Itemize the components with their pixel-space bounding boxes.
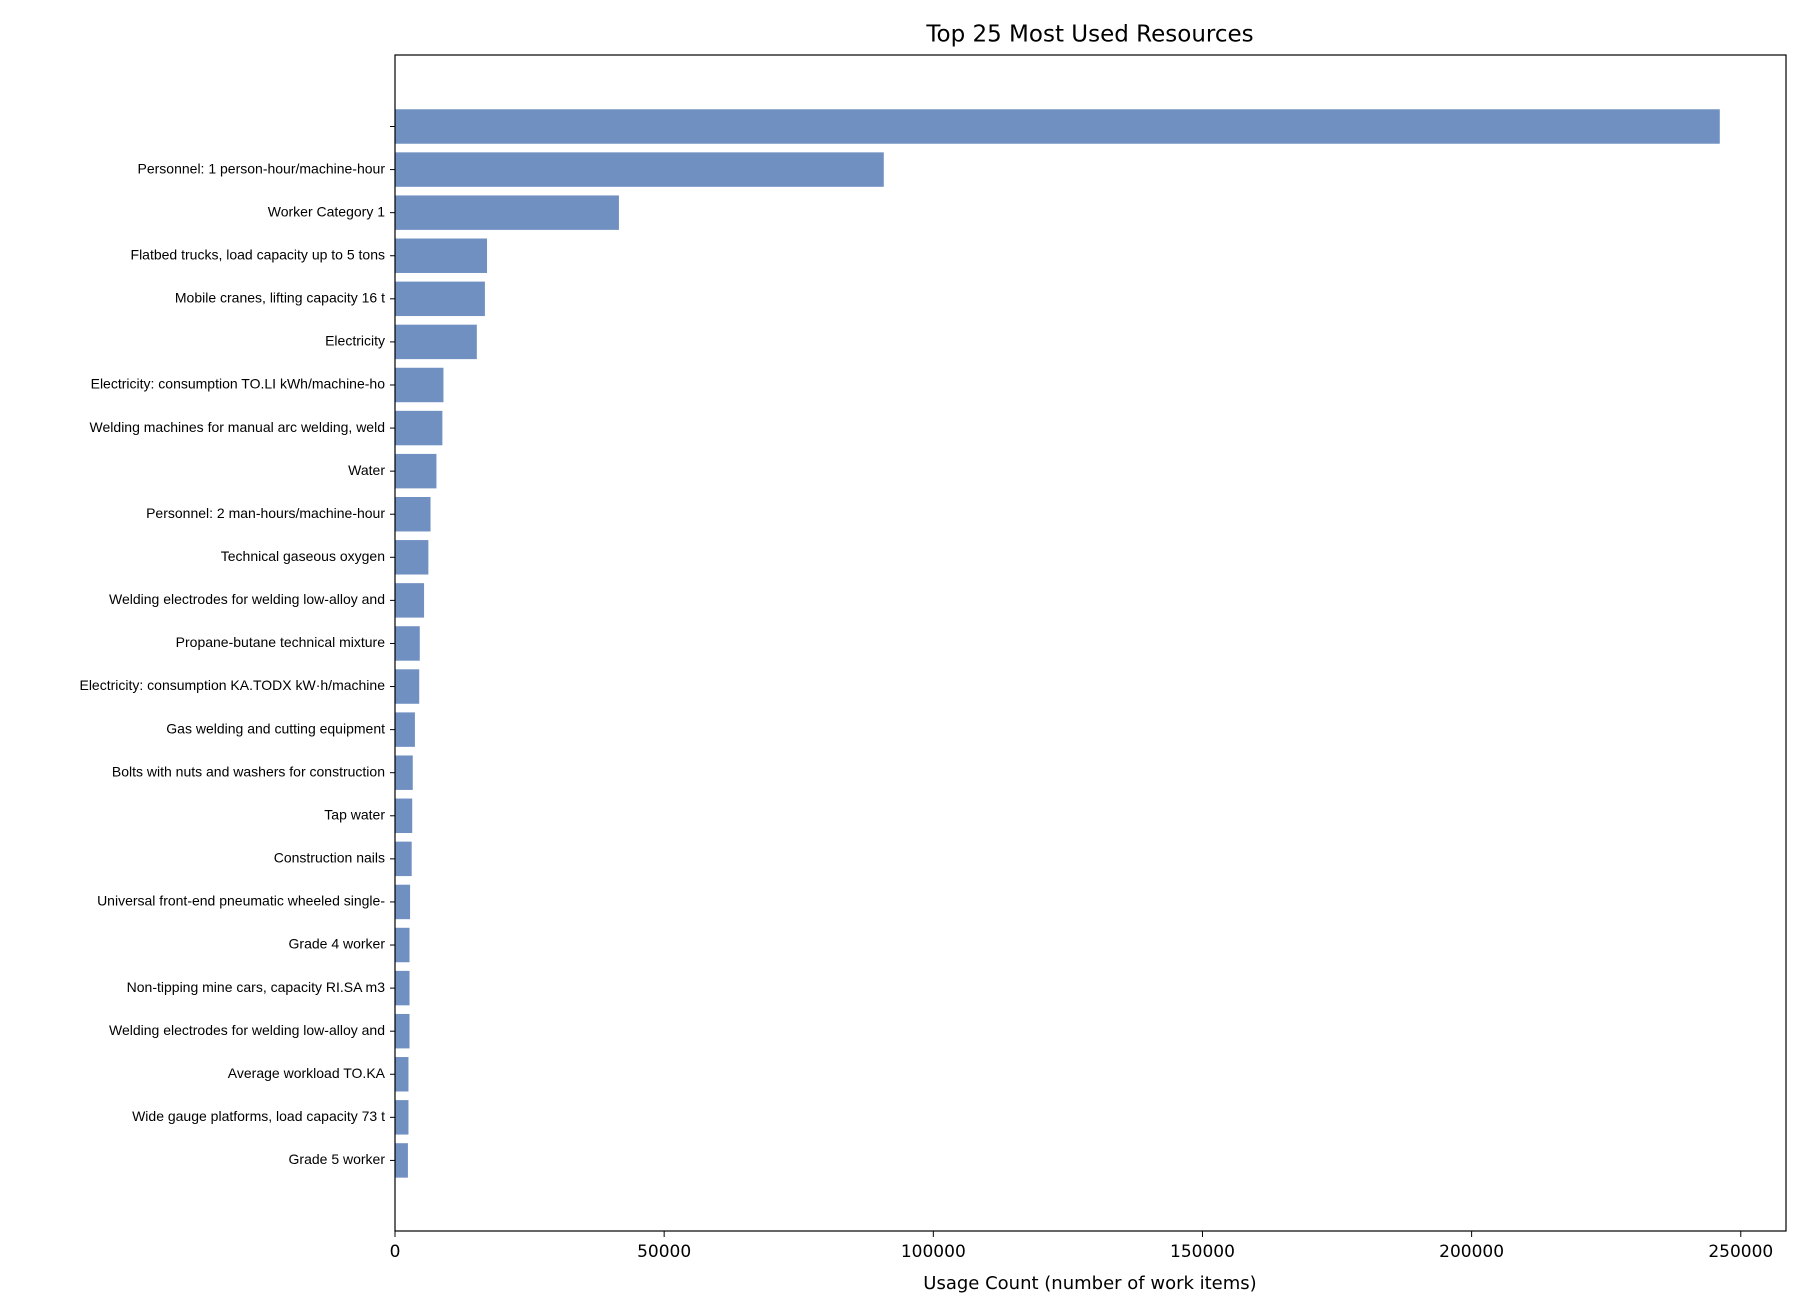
x-tick-label: 100000 — [901, 1242, 966, 1262]
bar — [395, 496, 431, 532]
x-tick-label: 250000 — [1708, 1242, 1773, 1262]
y-tick-label: Worker Category 1 — [268, 203, 385, 219]
y-tick-label: Welding machines for manual arc welding,… — [90, 419, 385, 435]
x-axis-label: Usage Count (number of work items) — [923, 1273, 1256, 1294]
x-tick-label: 50000 — [637, 1242, 691, 1262]
chart-title: Top 25 Most Used Resources — [925, 22, 1253, 48]
y-tick-label: Welding electrodes for welding low-alloy… — [109, 591, 385, 607]
x-tick-label: 150000 — [1170, 1242, 1235, 1262]
bar — [395, 712, 415, 747]
y-tick-label: Propane-butane technical mixture — [176, 634, 386, 650]
y-tick-label: Electricity: consumption TO.LI kWh/machi… — [91, 376, 386, 392]
bar — [395, 152, 884, 187]
bar — [395, 1013, 410, 1049]
bar — [395, 195, 619, 230]
y-tick-label: Wide gauge platforms, load capacity 73 t — [132, 1108, 385, 1124]
bar — [395, 453, 437, 489]
y-tick-label: Grade 5 worker — [289, 1151, 386, 1167]
bar — [395, 410, 443, 446]
bar — [395, 238, 488, 273]
y-tick-label: Mobile cranes, lifting capacity 16 t — [175, 290, 385, 306]
bar — [395, 970, 410, 1006]
bar — [395, 1100, 409, 1135]
x-tick-label: 200000 — [1439, 1242, 1504, 1262]
bar — [395, 626, 420, 661]
bar — [395, 884, 411, 920]
bar — [395, 281, 485, 317]
y-tick-label: Electricity: consumption KA.TODX kW·h/ma… — [79, 677, 385, 693]
y-tick-label: Personnel: 1 person-hour/machine-hour — [138, 160, 386, 176]
bar — [395, 841, 412, 877]
y-tick-label: Water — [348, 462, 385, 478]
y-tick-label: Tap water — [324, 806, 385, 822]
bar — [395, 324, 477, 360]
y-tick-label: Technical gaseous oxygen — [221, 548, 385, 564]
y-tick-label: Average workload TO.KA — [228, 1065, 386, 1081]
bar — [395, 927, 410, 963]
y-tick-label: Universal front-end pneumatic wheeled si… — [97, 893, 385, 909]
bar — [395, 669, 420, 704]
y-tick-label: Gas welding and cutting equipment — [166, 720, 385, 736]
bar — [395, 367, 444, 403]
bar — [395, 109, 1720, 144]
y-tick-label: Welding electrodes for welding low-alloy… — [109, 1022, 385, 1038]
y-tick-label: Flatbed trucks, load capacity up to 5 to… — [131, 246, 385, 262]
y-tick-label: Electricity — [325, 333, 385, 349]
bar — [395, 755, 413, 790]
y-tick-label: Non-tipping mine cars, capacity RI.SA m3 — [127, 979, 386, 995]
y-tick-label: Grade 4 worker — [289, 936, 386, 952]
bar — [395, 583, 425, 618]
y-tick-label: Construction nails — [274, 850, 385, 866]
bar — [395, 798, 413, 834]
bar — [395, 1057, 409, 1092]
y-tick-label: Personnel: 2 man-hours/machine-hour — [146, 505, 385, 521]
y-tick-label: Bolts with nuts and washers for construc… — [112, 763, 385, 779]
bar — [395, 540, 429, 575]
plot-frame — [394, 54, 1787, 1232]
bar — [395, 1143, 408, 1178]
x-tick-label: 0 — [390, 1242, 401, 1262]
